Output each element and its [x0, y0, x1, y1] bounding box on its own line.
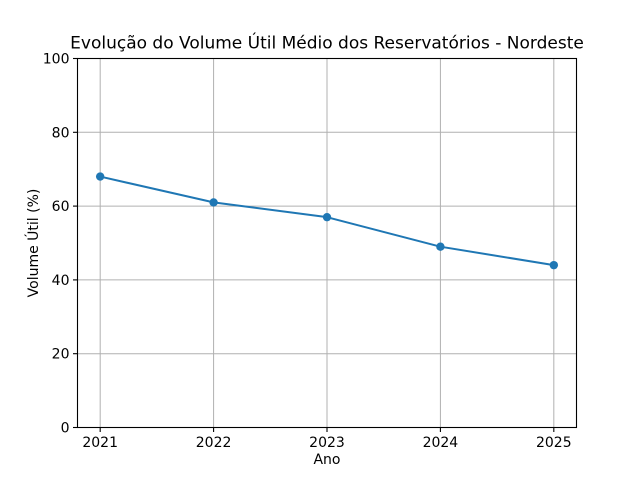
- data-series: [95, 172, 559, 270]
- y-tick-label: 40: [52, 273, 70, 289]
- x-tick-label: 2024: [423, 435, 459, 451]
- chart-title: Evolução do Volume Útil Médio dos Reserv…: [70, 32, 584, 54]
- y-tick-label: 80: [52, 125, 70, 141]
- x-tick-label: 2025: [536, 435, 572, 451]
- data-point-marker: [436, 242, 445, 251]
- x-axis-label: Ano: [313, 452, 340, 468]
- y-axis-label: Volume Útil (%): [24, 189, 42, 298]
- tick-labels: 0 20 40 60 80 100 2021 2022 2023 2024 2025: [43, 52, 572, 452]
- y-tick-label: 20: [52, 347, 70, 363]
- x-tick-label: 2022: [196, 435, 232, 451]
- data-point-marker: [209, 198, 218, 207]
- data-point-marker: [549, 260, 559, 270]
- grid-layer: [77, 58, 577, 428]
- x-tick-label: 2023: [309, 435, 345, 451]
- y-tick-label: 60: [52, 199, 70, 215]
- x-tick-label: 2021: [82, 435, 118, 451]
- data-point-marker: [322, 212, 332, 222]
- y-tick-label: 100: [43, 52, 70, 68]
- data-point-marker: [95, 172, 105, 181]
- axes-layer: [73, 57, 578, 432]
- y-tick-label: 0: [61, 421, 70, 437]
